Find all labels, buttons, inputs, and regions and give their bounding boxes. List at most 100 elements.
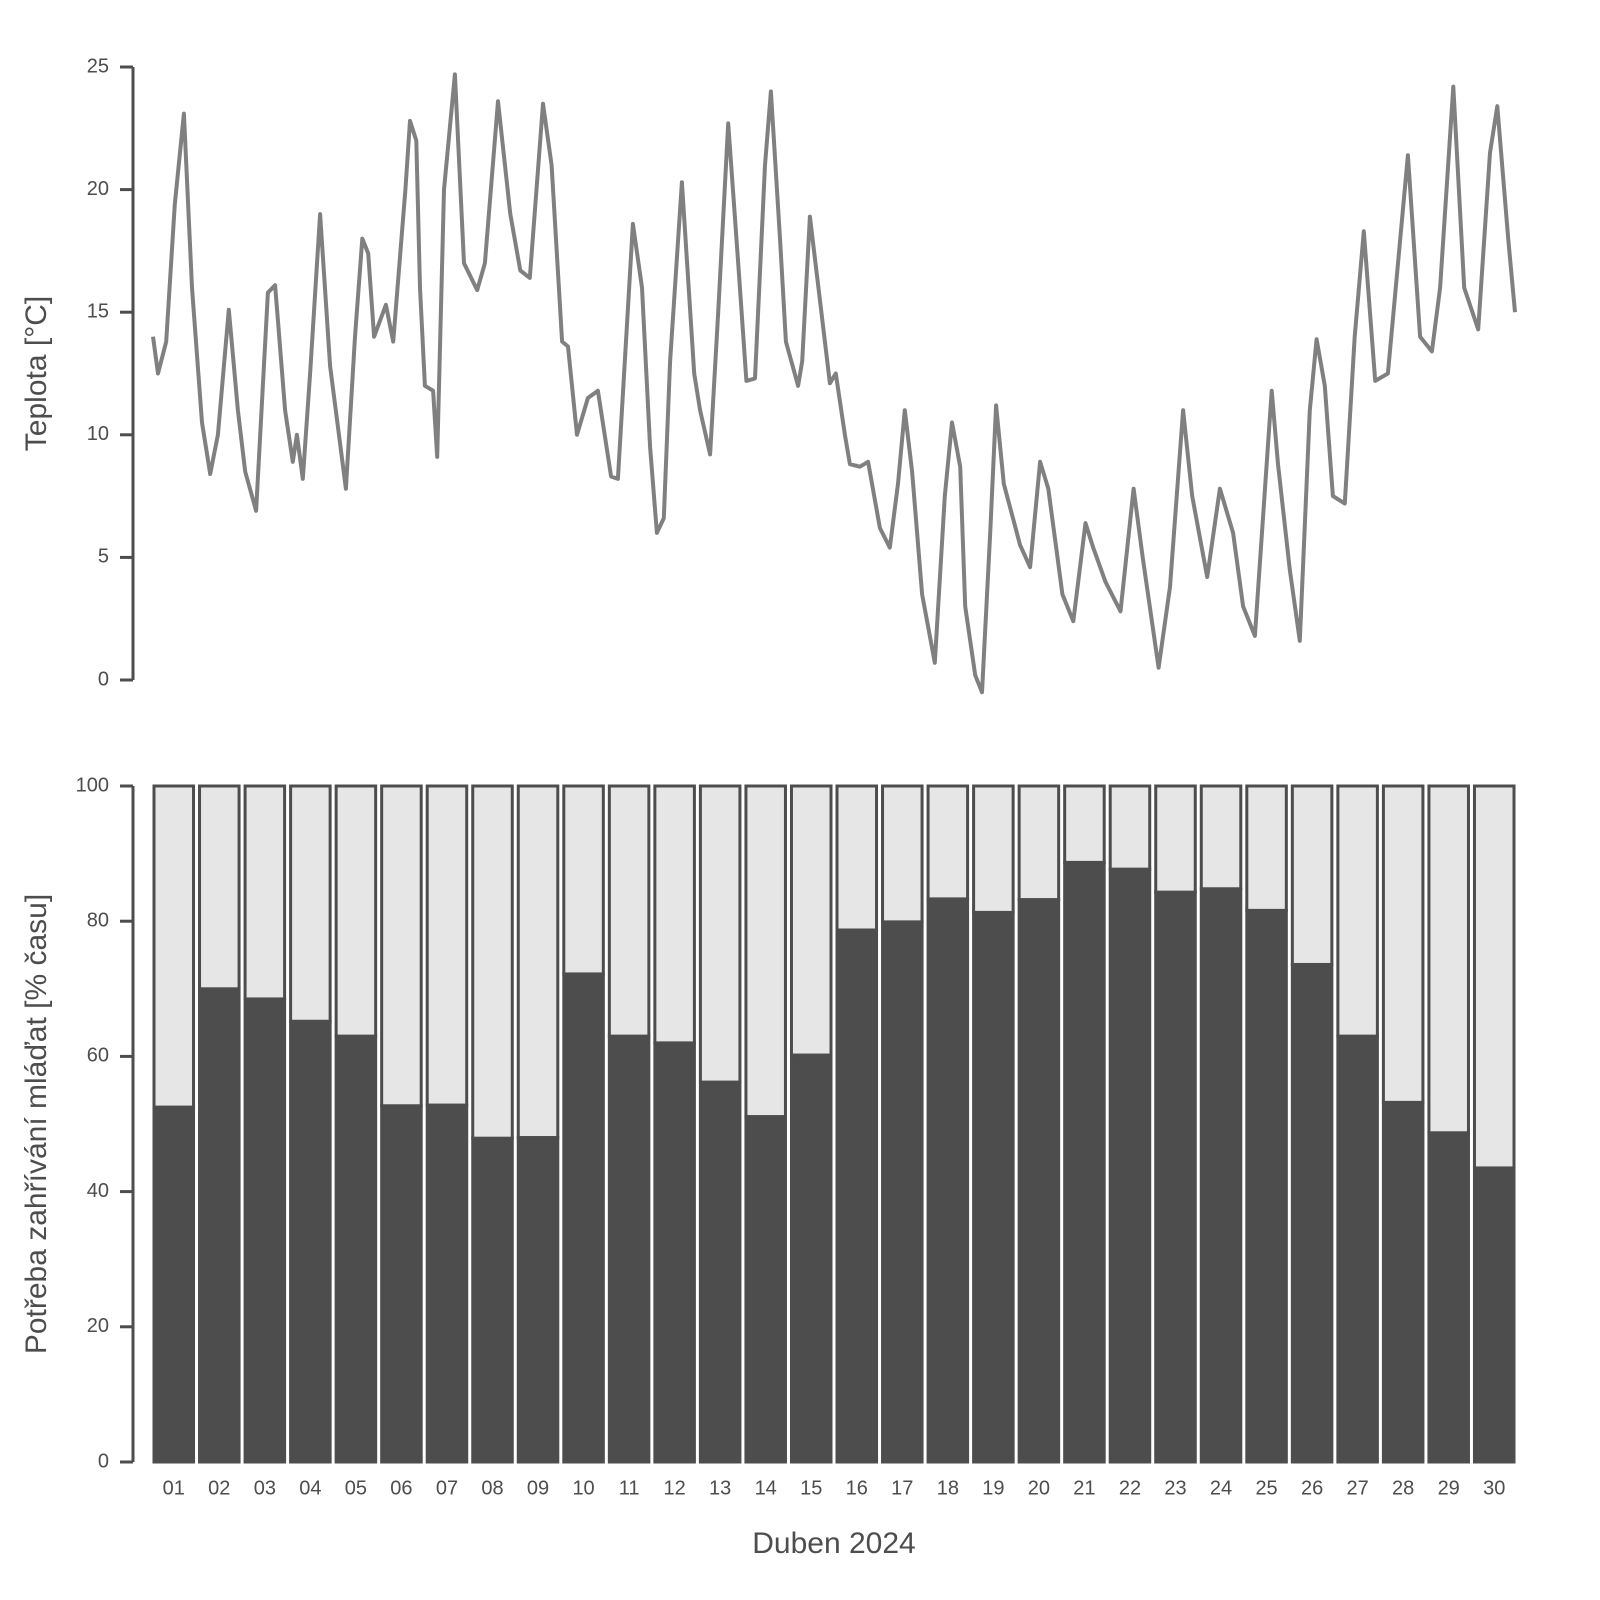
x-axis-title: Duben 2024 — [752, 1527, 915, 1560]
x-tick-label: 26 — [1301, 1477, 1323, 1499]
y-tick-label: 0 — [98, 1450, 109, 1472]
bar-segment — [289, 784, 332, 1023]
bar-segment — [289, 1019, 332, 1464]
x-tick-label: 07 — [436, 1477, 458, 1499]
bar-segment — [1427, 1131, 1470, 1464]
x-tick-label: 15 — [800, 1477, 822, 1499]
bar-segment — [1245, 784, 1288, 912]
bar-segment — [425, 1103, 469, 1464]
x-tick-label: 12 — [664, 1477, 686, 1499]
bar-segment — [926, 784, 970, 901]
bar-segment — [607, 784, 651, 1038]
bar-segment — [1290, 784, 1334, 966]
bar-segment — [1017, 898, 1061, 1464]
bar-segment — [243, 784, 287, 1001]
x-tick-label: 23 — [1164, 1477, 1186, 1499]
temperature-line — [151, 72, 1517, 695]
y-tick-label: 60 — [87, 1045, 109, 1067]
bar-segment — [1199, 887, 1243, 1464]
y-tick-label: 40 — [87, 1180, 109, 1202]
x-tick-label: 20 — [1028, 1477, 1050, 1499]
y-tick-label: 10 — [87, 423, 109, 445]
y-tick-label: 80 — [87, 909, 109, 931]
bar-segment — [198, 987, 241, 1464]
y-tick-label: 25 — [87, 55, 109, 77]
y-tick-label: 5 — [98, 546, 109, 568]
bar-segment — [1336, 784, 1379, 1038]
bar-segment — [698, 784, 742, 1084]
bar-segment — [789, 1053, 833, 1464]
bar-segment — [198, 784, 241, 991]
x-tick-label: 25 — [1255, 1477, 1277, 1499]
bar-segment — [380, 784, 423, 1108]
bar-segment — [972, 784, 1015, 914]
bar-segment — [835, 928, 879, 1464]
bar-segment — [653, 784, 696, 1045]
bar-segment — [1108, 867, 1152, 1464]
x-tick-label: 08 — [481, 1477, 503, 1499]
x-tick-label: 06 — [390, 1477, 412, 1499]
x-tick-label: 02 — [208, 1477, 230, 1499]
x-tick-label: 13 — [709, 1477, 731, 1499]
bar-segment — [1472, 784, 1516, 1170]
bar-segment — [1108, 784, 1152, 871]
bar-segment — [1154, 890, 1197, 1464]
bar-segment — [1290, 962, 1334, 1464]
bar-segment — [562, 972, 605, 1464]
bar-segment — [1381, 1100, 1425, 1464]
y-tick-label: 100 — [76, 774, 109, 796]
x-tick-label: 11 — [619, 1477, 640, 1499]
bar-segment — [1199, 784, 1243, 891]
bar-segment — [1245, 908, 1288, 1464]
bar-segment — [380, 1104, 423, 1464]
bar-segment — [516, 1136, 560, 1464]
x-tick-label: 21 — [1073, 1477, 1095, 1499]
bar-segment — [243, 997, 287, 1464]
bar-segment — [1063, 784, 1106, 864]
bar-segment — [744, 1115, 787, 1464]
x-tick-label: 22 — [1119, 1477, 1141, 1499]
y-tick-label: 15 — [87, 300, 109, 322]
bar-segment — [1427, 784, 1470, 1135]
bar-segment — [471, 784, 514, 1140]
x-tick-label: 28 — [1392, 1477, 1414, 1499]
bar-segment — [1017, 784, 1061, 902]
bar-segment — [835, 784, 879, 932]
bar-segment — [425, 784, 469, 1107]
x-tick-label: 16 — [846, 1477, 868, 1499]
y-axis-title: Teplota [°C] — [20, 296, 53, 451]
bar-segment — [926, 897, 970, 1464]
bar-segment — [972, 910, 1015, 1464]
x-tick-label: 01 — [163, 1477, 185, 1499]
bar-segment — [1336, 1034, 1379, 1464]
bar-segment — [698, 1080, 742, 1464]
bar-segment — [152, 1105, 196, 1464]
x-tick-label: 09 — [527, 1477, 549, 1499]
bar-segment — [1381, 784, 1425, 1104]
x-tick-label: 05 — [345, 1477, 367, 1499]
x-tick-label: 18 — [937, 1477, 959, 1499]
x-tick-label: 24 — [1210, 1477, 1232, 1499]
x-tick-label: 19 — [982, 1477, 1004, 1499]
x-tick-label: 03 — [254, 1477, 276, 1499]
bar-segment — [334, 1034, 378, 1464]
bar-segment — [516, 784, 560, 1140]
x-tick-label: 17 — [891, 1477, 913, 1499]
y-tick-label: 20 — [87, 178, 109, 200]
bar-segment — [744, 784, 787, 1119]
bar-segment — [152, 784, 196, 1109]
x-tick-label: 10 — [572, 1477, 594, 1499]
bar-segment — [1472, 1166, 1516, 1464]
bar-segment — [881, 784, 924, 924]
bar-segment — [881, 920, 924, 1464]
y-tick-label: 20 — [87, 1315, 109, 1337]
bar-segment — [1063, 860, 1106, 1464]
bar-segment — [1154, 784, 1197, 894]
x-tick-label: 14 — [755, 1477, 777, 1499]
x-tick-label: 29 — [1438, 1477, 1460, 1499]
x-tick-label: 27 — [1347, 1477, 1369, 1499]
bar-segment — [607, 1034, 651, 1464]
y-axis-title: Potřeba zahřívání mláďat [% času] — [20, 894, 53, 1354]
